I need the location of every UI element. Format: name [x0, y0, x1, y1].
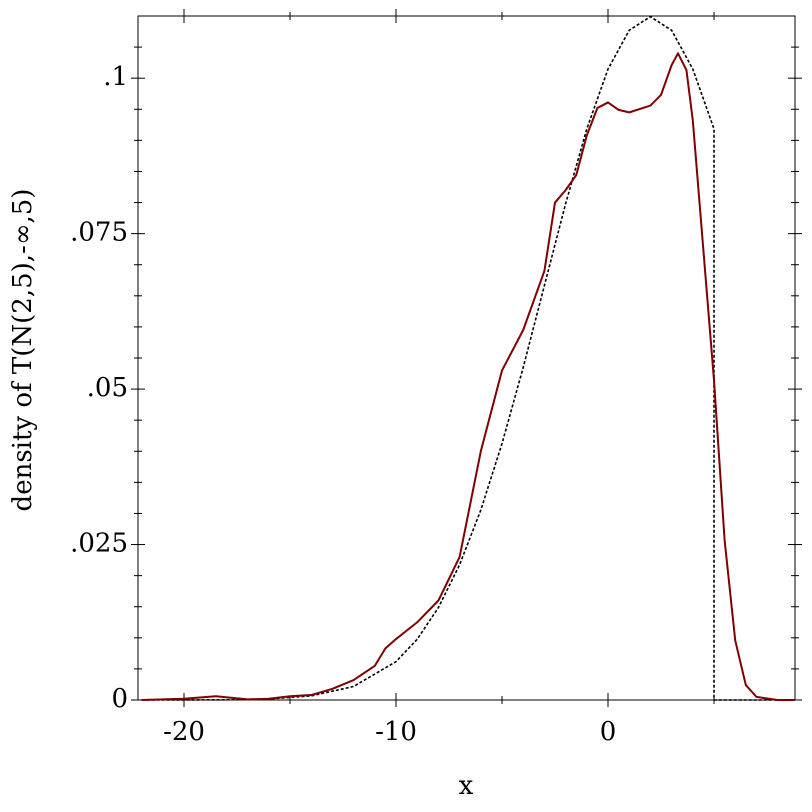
- y-tick-label: .1: [103, 62, 128, 92]
- x-tick-label: -10: [375, 717, 417, 747]
- density-line: [141, 52, 795, 701]
- x-tick-label: 0: [600, 717, 617, 747]
- y-axis-label: density of T(N(2,5),-∞,5): [8, 189, 38, 512]
- x-axis-label: x: [459, 771, 474, 801]
- plot-frame: [137, 15, 796, 701]
- y-tick-label: .075: [70, 218, 128, 248]
- y-tick-label: 0: [111, 684, 128, 714]
- x-tick-label: -20: [163, 717, 205, 747]
- y-tick-label: .05: [87, 373, 128, 403]
- y-tick-label: .025: [70, 529, 128, 559]
- density-line: [141, 15, 795, 701]
